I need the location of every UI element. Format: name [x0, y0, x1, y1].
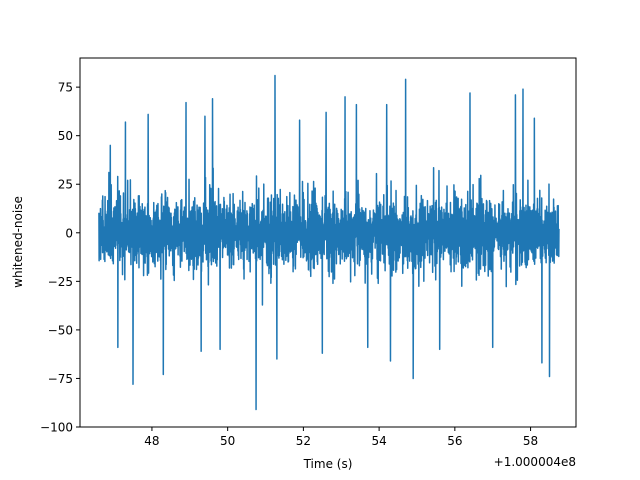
x-tick-label: 58 — [523, 434, 538, 448]
x-tick-label: 52 — [296, 434, 311, 448]
plot-area-frame — [79, 57, 577, 428]
x-tick-label: 48 — [144, 434, 159, 448]
x-axis-label: Time (s) — [303, 457, 353, 471]
x-tick-label: 50 — [220, 434, 235, 448]
y-axis-ticks: −100 −75 −50 −25 0 25 50 75 — [40, 81, 80, 435]
y-tick-label: 25 — [58, 178, 73, 192]
y-tick-label: −75 — [48, 372, 73, 386]
x-tick-label: 54 — [371, 434, 386, 448]
y-axis-label: whitened-noise — [11, 196, 25, 288]
y-tick-label: −50 — [48, 323, 73, 337]
series-layer — [98, 74, 560, 411]
x-tick-label: 56 — [447, 434, 462, 448]
y-tick-label: 75 — [58, 81, 73, 95]
y-tick-label: 0 — [65, 226, 73, 240]
x-axis-offset-label: +1.000004e8 — [494, 455, 576, 469]
y-tick-label: −100 — [40, 421, 73, 435]
whitened-noise-line — [98, 74, 560, 411]
y-tick-label: −25 — [48, 275, 73, 289]
x-axis-ticks: 48 50 52 54 56 58 — [144, 427, 538, 448]
y-tick-label: 50 — [58, 129, 73, 143]
